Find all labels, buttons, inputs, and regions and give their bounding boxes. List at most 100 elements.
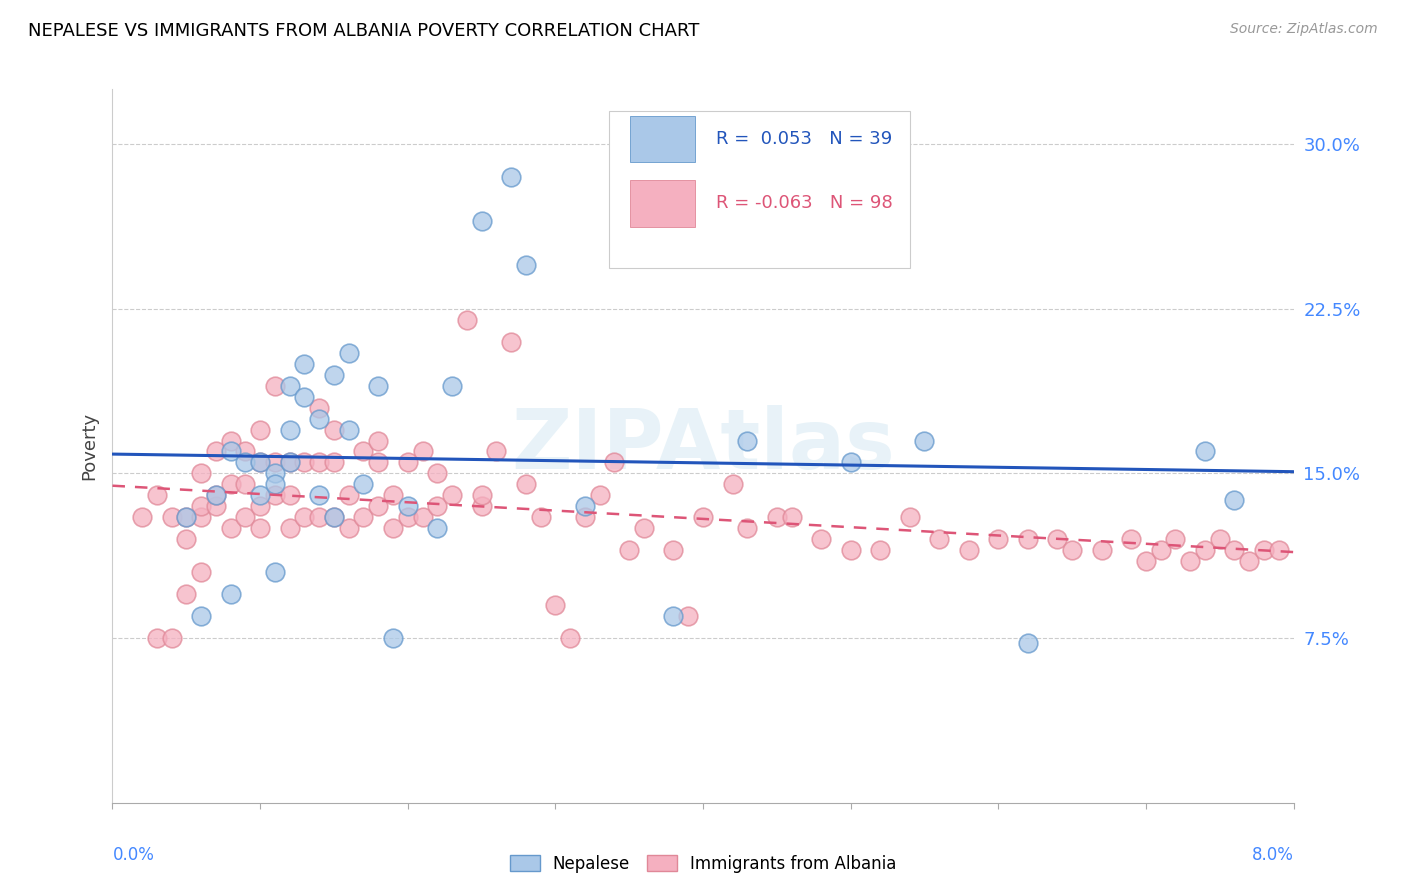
Point — [914, 434, 936, 448]
Point — [382, 488, 405, 502]
Point — [337, 521, 360, 535]
Point — [839, 455, 862, 469]
Point — [249, 521, 271, 535]
Point — [205, 488, 228, 502]
Point — [337, 423, 360, 437]
Point — [233, 477, 256, 491]
Text: 8.0%: 8.0% — [1251, 846, 1294, 863]
Point — [928, 533, 950, 547]
Point — [839, 543, 862, 558]
Point — [131, 510, 153, 524]
Point — [233, 510, 256, 524]
Text: R =  0.053   N = 39: R = 0.053 N = 39 — [716, 130, 893, 148]
Point — [588, 488, 610, 502]
Text: ZIPAtlas: ZIPAtlas — [510, 406, 896, 486]
Point — [174, 510, 197, 524]
Point — [471, 500, 494, 514]
Point — [692, 510, 714, 524]
Point — [485, 444, 508, 458]
Point — [278, 455, 301, 469]
Point — [544, 598, 567, 612]
Point — [1194, 543, 1216, 558]
Point — [810, 533, 832, 547]
Point — [146, 631, 169, 645]
Point — [278, 455, 301, 469]
Point — [471, 488, 494, 502]
Point — [898, 510, 921, 524]
Point — [352, 444, 374, 458]
Point — [1164, 533, 1187, 547]
Point — [337, 488, 360, 502]
Point — [426, 467, 449, 481]
Point — [323, 510, 346, 524]
Point — [426, 521, 449, 535]
Point — [1178, 554, 1201, 568]
Point — [1046, 533, 1069, 547]
Point — [780, 510, 803, 524]
Point — [264, 488, 287, 502]
Point — [426, 500, 449, 514]
Point — [264, 378, 287, 392]
Point — [662, 609, 685, 624]
Point — [560, 631, 582, 645]
Point — [292, 390, 315, 404]
Point — [1194, 444, 1216, 458]
Point — [292, 357, 315, 371]
Point — [412, 444, 434, 458]
Point — [1017, 635, 1039, 649]
Point — [1135, 554, 1157, 568]
Point — [308, 510, 330, 524]
Point — [292, 455, 315, 469]
Point — [471, 214, 494, 228]
Point — [219, 434, 242, 448]
Point — [264, 566, 287, 580]
Point — [233, 455, 256, 469]
Point — [441, 488, 464, 502]
FancyBboxPatch shape — [630, 116, 695, 162]
Point — [1268, 543, 1291, 558]
Point — [205, 500, 228, 514]
Point — [160, 510, 183, 524]
Point — [396, 500, 419, 514]
Point — [619, 543, 641, 558]
Point — [352, 477, 374, 491]
Point — [219, 521, 242, 535]
Point — [501, 169, 523, 184]
Point — [219, 477, 242, 491]
Point — [308, 488, 330, 502]
Point — [765, 510, 787, 524]
Point — [515, 258, 537, 272]
Point — [190, 510, 212, 524]
Point — [205, 488, 228, 502]
Y-axis label: Poverty: Poverty — [80, 412, 98, 480]
Point — [1062, 543, 1084, 558]
Point — [278, 488, 301, 502]
Point — [412, 510, 434, 524]
Point — [574, 510, 596, 524]
FancyBboxPatch shape — [630, 180, 695, 227]
Point — [737, 434, 759, 448]
Point — [367, 434, 389, 448]
Point — [1208, 533, 1232, 547]
Point — [678, 609, 700, 624]
Point — [323, 510, 346, 524]
FancyBboxPatch shape — [609, 111, 910, 268]
Point — [574, 500, 596, 514]
Point — [529, 510, 551, 524]
Point — [382, 631, 405, 645]
Point — [308, 455, 330, 469]
Point — [264, 467, 287, 481]
Point — [264, 455, 287, 469]
Point — [352, 510, 374, 524]
Point — [233, 444, 256, 458]
Point — [308, 401, 330, 415]
Point — [190, 467, 212, 481]
Point — [1223, 492, 1246, 507]
Point — [1239, 554, 1261, 568]
Point — [264, 477, 287, 491]
Point — [367, 378, 389, 392]
Point — [367, 500, 389, 514]
Point — [249, 488, 271, 502]
Point — [869, 543, 891, 558]
Point — [174, 587, 197, 601]
